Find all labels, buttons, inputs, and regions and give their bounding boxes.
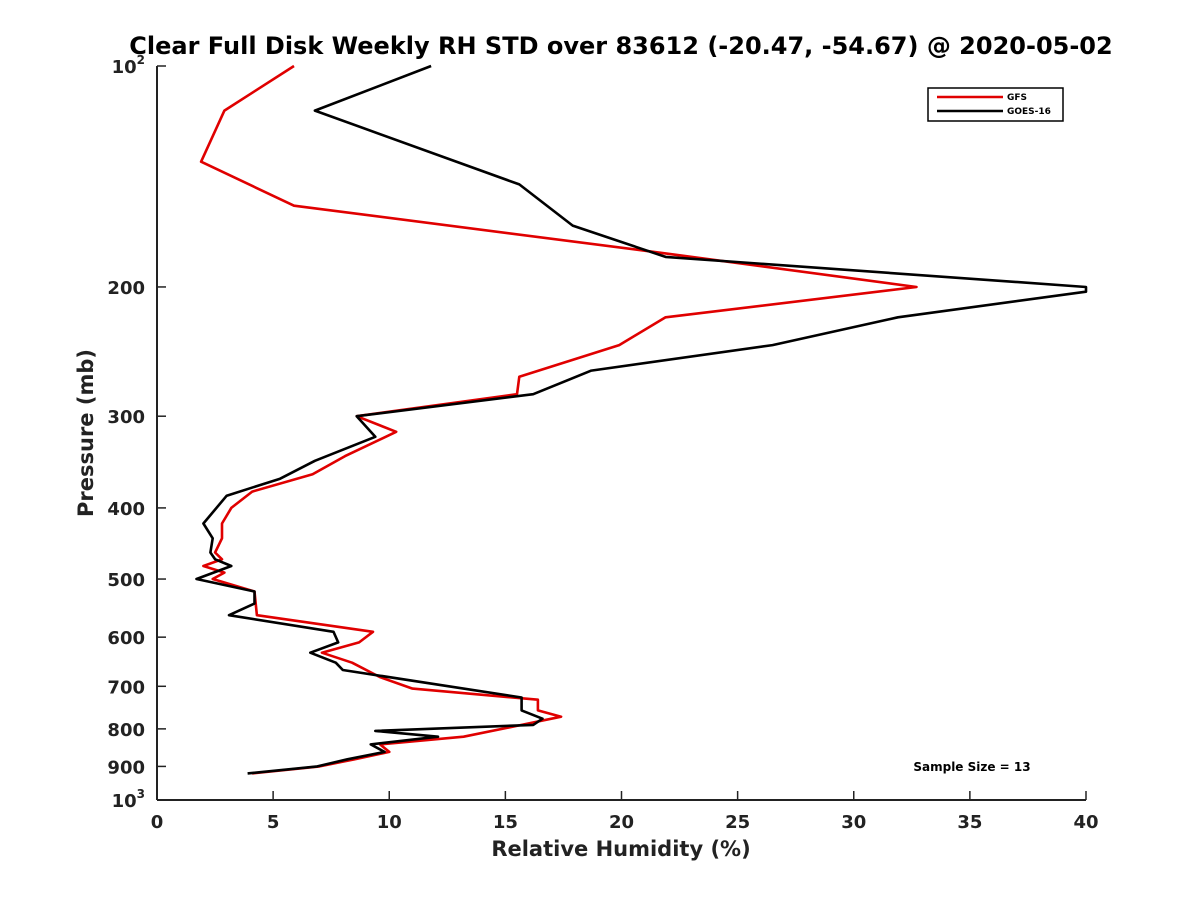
y-tick-label: 300 xyxy=(107,407,145,428)
x-tick-label: 20 xyxy=(609,812,634,833)
y-tick-label: 102 xyxy=(112,53,145,78)
x-tick-label: 15 xyxy=(493,812,518,833)
x-tick-label: 0 xyxy=(151,812,164,833)
legend-box xyxy=(927,87,1064,122)
chart-title: Clear Full Disk Weekly RH STD over 83612… xyxy=(129,32,1112,60)
x-tick-label: 25 xyxy=(725,812,750,833)
legend-label-goes16: GOES-16 xyxy=(1007,107,1051,117)
x-tick-label: 40 xyxy=(1073,812,1098,833)
x-tick-label: 30 xyxy=(841,812,866,833)
y-tick-label: 800 xyxy=(107,720,145,741)
y-tick-label: 200 xyxy=(107,278,145,299)
legend-label-gfs: GFS xyxy=(1007,93,1027,103)
y-ticks: 102 200 300 400 500 600 700 800 900 103 xyxy=(107,53,166,812)
y-tick-label: 400 xyxy=(107,499,145,520)
y-axis-label: Pressure (mb) xyxy=(74,349,98,517)
y-tick-label: 500 xyxy=(107,570,145,591)
y-tick-label: 700 xyxy=(107,677,145,698)
y-tick-label: 900 xyxy=(107,757,145,778)
y-tick-label: 600 xyxy=(107,628,145,649)
plot-area xyxy=(156,66,1086,801)
series-layer xyxy=(195,64,1088,775)
series-line-goes16 xyxy=(195,64,1088,775)
x-tick-label: 35 xyxy=(957,812,982,833)
series-line-gfs xyxy=(199,64,918,775)
x-tick-label: 10 xyxy=(377,812,402,833)
x-ticks: 0 5 10 15 20 25 30 35 40 xyxy=(151,791,1099,833)
y-tick-label: 103 xyxy=(112,787,145,812)
x-tick-label: 5 xyxy=(267,812,280,833)
sample-size-annotation: Sample Size = 13 xyxy=(913,760,1030,774)
x-axis-label: Relative Humidity (%) xyxy=(491,837,750,861)
legend: GFS GOES-16 xyxy=(927,87,1064,122)
